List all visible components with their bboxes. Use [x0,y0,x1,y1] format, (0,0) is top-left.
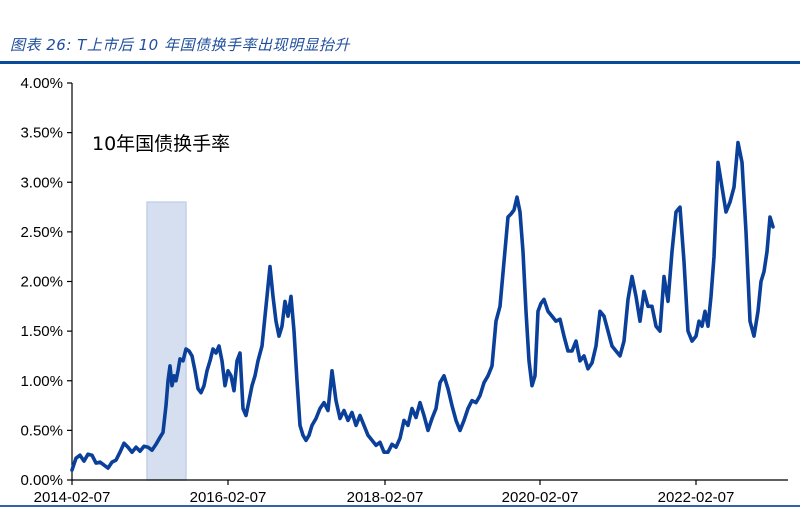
series-annotation: 10年国债换手率 [92,133,230,155]
title-divider [0,61,800,64]
x-tick-label: 2014-02-07 [34,489,111,506]
y-axis: 0.00% 0.50% 1.00% 1.50% 2.00% 2.50% 3.00% 3.50%… [20,75,73,489]
x-tick-label: 2016-02-07 [190,489,267,506]
turnover-line [70,140,775,472]
y-tick-label: 3.00% [20,174,63,191]
highlight-band [146,201,187,481]
x-axis: 2014-02-07 2016-02-07 2018-02-07 2020-02-07… [34,479,788,506]
y-tick-label: 2.50% [20,224,63,241]
y-tick-label: 4.00% [20,75,63,92]
y-tick-label: 1.50% [20,323,63,340]
x-tick-label: 2020-02-07 [502,489,579,506]
figure-header: 图表 26: T上市后 10 年国债换手率出现明显抬升 [0,0,800,64]
x-tick-label: 2022-02-07 [658,489,735,506]
y-tick-label: 0.00% [20,472,63,489]
y-tick-label: 0.50% [20,422,63,439]
footer-divider [0,505,800,507]
y-tick-label: 1.00% [20,373,63,390]
figure-title: 图表 26: T上市后 10 年国债换手率出现明显抬升 [10,36,350,54]
x-tick-label: 2018-02-07 [347,489,424,506]
y-tick-label: 2.00% [20,274,63,291]
y-tick-label: 3.50% [20,125,63,142]
